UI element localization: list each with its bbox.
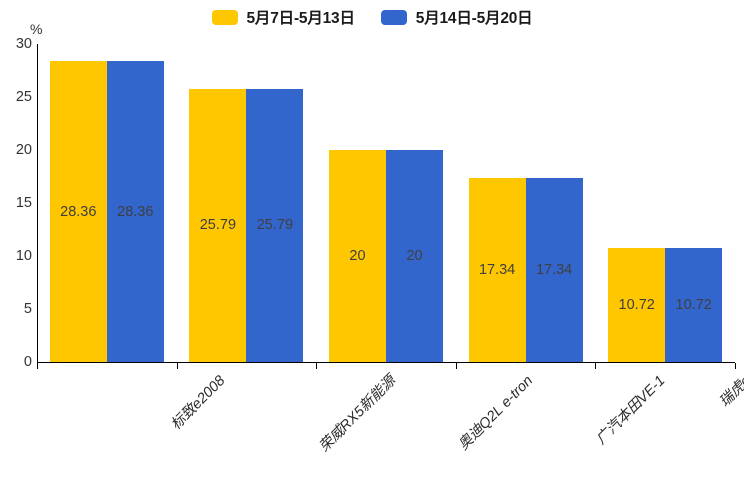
bar-value-label-2-series-1: 20 bbox=[406, 248, 423, 264]
y-axis-tick-20: 20 bbox=[15, 141, 32, 158]
plot-area: 28.36 28.36 25.79 25.79 20 20 17.34 17.34 10.72 1… bbox=[37, 44, 735, 362]
bar-group-3: 17.34 17.34 bbox=[468, 44, 583, 362]
bar-value-label-1-series-1: 25.79 bbox=[256, 217, 294, 234]
bar-group-4: 10.72 10.72 bbox=[608, 44, 723, 362]
bar-value-label-1-series-0: 25.79 bbox=[199, 217, 237, 234]
y-axis-tick-5: 5 bbox=[23, 300, 32, 317]
x-axis-label-0: 标致e2008 bbox=[167, 372, 229, 434]
y-axis-tick-25: 25 bbox=[15, 88, 32, 105]
x-axis-label-1: 荣威RX5新能源 bbox=[316, 372, 400, 456]
x-axis-label-2: 奥迪Q2L e-tron bbox=[455, 372, 537, 454]
bar-value-label-2-series-0: 20 bbox=[349, 248, 366, 264]
y-axis-tick-30: 30 bbox=[15, 35, 32, 52]
y-axis-tick-10: 10 bbox=[15, 247, 32, 264]
x-axis-tick-3 bbox=[455, 363, 457, 369]
bar-0-series-0[interactable]: 28.36 bbox=[49, 61, 107, 362]
legend-label-series-1: 5月14日-5月20日 bbox=[415, 10, 533, 27]
bar-3-series-0[interactable]: 17.34 bbox=[468, 178, 526, 362]
bar-0-series-1[interactable]: 28.36 bbox=[106, 61, 164, 362]
bar-group-0: 28.36 28.36 bbox=[49, 44, 164, 362]
y-axis-unit-label: % bbox=[30, 21, 43, 37]
y-axis-line bbox=[37, 44, 38, 363]
x-axis-line bbox=[37, 362, 735, 363]
x-axis-label-4: 瑞虎e bbox=[716, 372, 744, 411]
bar-value-label-4-series-0: 10.72 bbox=[618, 297, 655, 314]
bar-1-series-0[interactable]: 25.79 bbox=[189, 88, 247, 362]
legend-swatch-blue-icon bbox=[380, 9, 407, 25]
x-axis-tick-4 bbox=[595, 363, 597, 369]
legend-item-series-0[interactable]: 5月7日-5月13日 bbox=[211, 6, 355, 28]
y-axis-tick-labels: 0 5 10 15 20 25 30 bbox=[0, 0, 32, 496]
x-axis-label-3: 广汽本田VE-1 bbox=[592, 372, 668, 448]
bar-4-series-0[interactable]: 10.72 bbox=[608, 248, 666, 362]
bar-group-1: 25.79 25.79 bbox=[189, 44, 304, 362]
x-axis-tick-5 bbox=[735, 363, 736, 369]
chart-legend: 5月7日-5月13日 5月14日-5月20日 bbox=[0, 5, 744, 29]
x-axis-tick-0 bbox=[37, 363, 38, 369]
bar-4-series-1[interactable]: 10.72 bbox=[665, 248, 723, 362]
bar-value-label-3-series-0: 17.34 bbox=[478, 262, 516, 279]
legend-swatch-yellow-icon bbox=[211, 9, 238, 25]
legend-item-series-1[interactable]: 5月14日-5月20日 bbox=[380, 6, 533, 28]
y-axis-tick-15: 15 bbox=[15, 194, 32, 211]
legend-label-series-0: 5月7日-5月13日 bbox=[246, 10, 355, 27]
bar-value-label-4-series-1: 10.72 bbox=[675, 297, 712, 314]
bar-group-2: 20 20 bbox=[329, 44, 443, 362]
x-axis-tick-2 bbox=[316, 363, 318, 369]
bar-value-label-0-series-0: 28.36 bbox=[60, 203, 97, 220]
bar-2-series-0[interactable]: 20 bbox=[329, 150, 386, 362]
bar-value-label-0-series-1: 28.36 bbox=[117, 203, 154, 220]
bar-1-series-1[interactable]: 25.79 bbox=[246, 88, 304, 362]
x-axis-tick-1 bbox=[176, 363, 178, 369]
bar-3-series-1[interactable]: 17.34 bbox=[525, 178, 583, 362]
bar-2-series-1[interactable]: 20 bbox=[386, 150, 443, 362]
bar-value-label-3-series-1: 17.34 bbox=[535, 262, 573, 279]
y-axis-tick-0: 0 bbox=[23, 353, 32, 370]
